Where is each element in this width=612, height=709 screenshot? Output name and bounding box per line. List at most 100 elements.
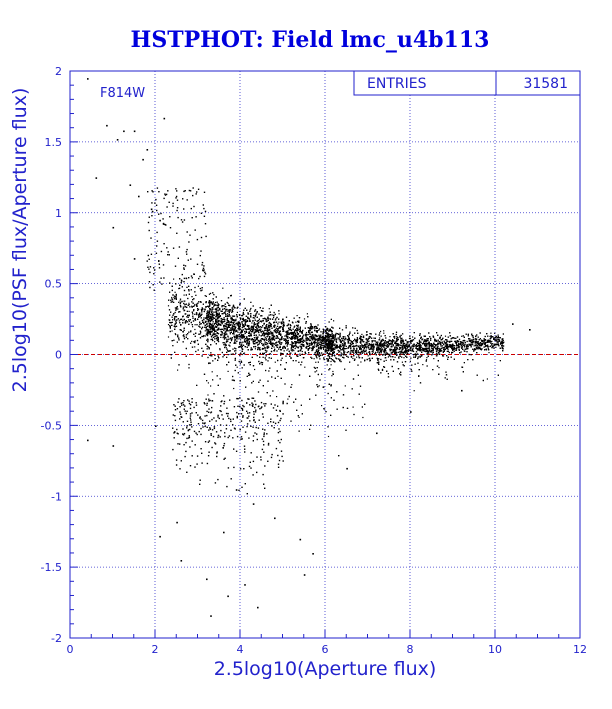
data-point (352, 334, 354, 336)
data-point (360, 361, 362, 363)
data-point (215, 338, 218, 340)
data-point (400, 353, 402, 355)
data-point (305, 335, 307, 337)
data-point (377, 344, 379, 346)
data-point (215, 333, 217, 335)
data-point (490, 332, 492, 334)
data-point (357, 353, 359, 356)
data-point (452, 351, 454, 353)
data-point (326, 364, 328, 366)
data-point (299, 353, 301, 355)
data-point (334, 346, 336, 348)
data-point (324, 350, 326, 352)
data-point (500, 342, 503, 344)
data-point (471, 340, 473, 342)
data-point (402, 339, 404, 341)
data-point (219, 320, 221, 322)
data-point (337, 333, 339, 335)
data-point (318, 328, 321, 330)
data-point (227, 302, 229, 304)
data-point (413, 390, 415, 392)
data-point (352, 357, 354, 360)
data-point (362, 351, 364, 353)
data-point (205, 333, 207, 335)
data-point (234, 336, 236, 338)
data-point (239, 328, 242, 330)
data-point (351, 345, 354, 348)
data-point (399, 348, 401, 350)
data-point (289, 326, 291, 329)
data-point (173, 278, 175, 280)
data-point (344, 343, 346, 345)
data-point (183, 300, 185, 302)
data-point (240, 341, 242, 343)
data-point (481, 342, 483, 344)
data-point (240, 339, 242, 341)
data-point (286, 349, 288, 351)
data-point (227, 354, 229, 356)
data-point (330, 364, 332, 366)
data-point (324, 408, 326, 410)
data-point (219, 349, 221, 351)
data-point (487, 347, 489, 349)
data-point (220, 333, 222, 336)
data-point (240, 318, 242, 320)
data-point (182, 319, 184, 322)
data-point (500, 341, 502, 343)
data-point (183, 294, 185, 296)
data-point (297, 327, 299, 329)
data-point (388, 355, 390, 357)
data-point (412, 336, 414, 338)
data-point (225, 332, 227, 334)
data-point (223, 317, 225, 319)
data-point (297, 324, 299, 326)
data-point (264, 336, 266, 338)
data-point (416, 342, 418, 344)
data-point (191, 340, 193, 342)
data-point (340, 352, 342, 354)
data-point (436, 346, 438, 348)
data-point (311, 328, 313, 330)
data-point (197, 308, 199, 310)
data-point (491, 343, 494, 345)
data-points (87, 78, 531, 617)
data-point (229, 333, 231, 335)
data-point (198, 308, 200, 310)
data-point (389, 336, 391, 338)
data-point (291, 384, 293, 386)
data-point (178, 288, 180, 290)
data-point (490, 336, 492, 339)
data-point (265, 344, 267, 346)
data-point (376, 351, 379, 353)
data-point (194, 304, 196, 306)
data-point (313, 366, 315, 368)
data-point (266, 342, 268, 344)
data-point (283, 338, 285, 340)
data-point (282, 320, 284, 322)
data-point (328, 344, 330, 346)
data-point (239, 363, 241, 365)
data-point (475, 344, 477, 346)
data-point (272, 314, 274, 316)
data-point (385, 359, 387, 361)
data-point (294, 334, 296, 336)
data-point (227, 336, 229, 338)
data-point (211, 316, 213, 318)
data-point (338, 339, 340, 341)
data-point (432, 345, 434, 347)
data-point (310, 333, 312, 335)
data-point (495, 346, 497, 348)
data-point (210, 315, 212, 317)
data-point (399, 344, 401, 346)
data-point (410, 352, 412, 355)
data-point (315, 327, 317, 329)
data-point (188, 310, 190, 312)
data-point (489, 335, 491, 337)
data-point (442, 347, 444, 349)
data-point (444, 335, 447, 337)
data-point (440, 347, 442, 349)
data-point (494, 332, 496, 334)
data-point (267, 345, 269, 347)
data-point (332, 334, 334, 337)
data-point (438, 367, 440, 369)
